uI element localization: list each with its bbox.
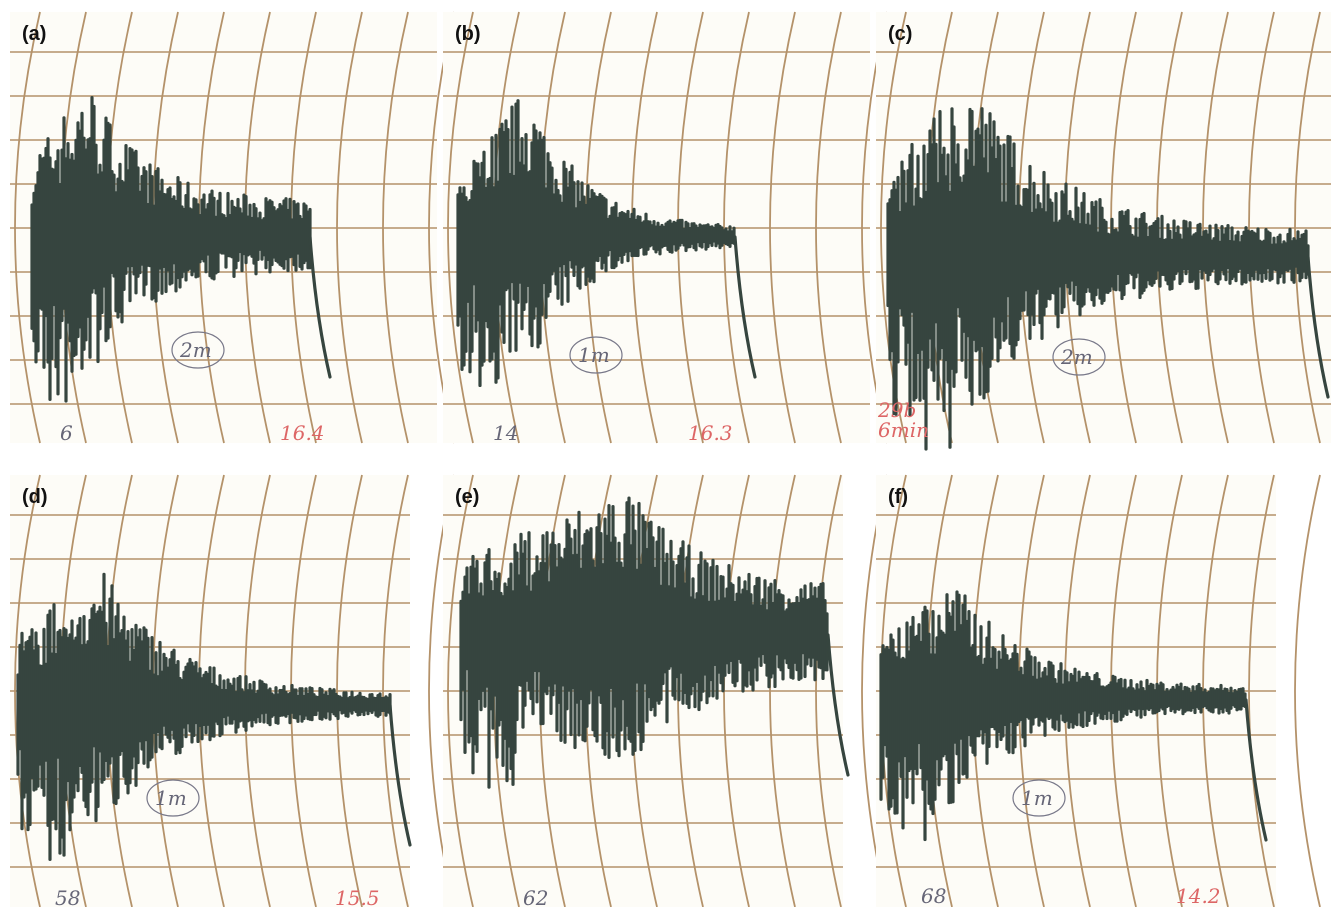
- handwritten-note: 29b: [877, 398, 916, 422]
- grid-arc: [815, 474, 842, 907]
- grid-arc: [1294, 11, 1321, 444]
- panel-label: (e): [455, 486, 479, 508]
- grid-arc: [723, 11, 750, 444]
- handwritten-note: 16.3: [688, 421, 733, 445]
- handwritten-note: 58: [55, 886, 80, 907]
- trace: [459, 496, 850, 789]
- panel-label: (c): [888, 23, 912, 45]
- grid-arc: [861, 11, 888, 444]
- grid-arc: [382, 474, 409, 907]
- chart-panel: (a) 2m 6 16.4: [10, 11, 455, 445]
- handwritten-note: 1m: [155, 786, 187, 810]
- grid-arc: [447, 11, 474, 444]
- note-circle: [569, 336, 623, 374]
- grid-arc: [428, 11, 455, 444]
- note-circle: [171, 331, 225, 369]
- trace-tail: [733, 235, 757, 379]
- grid-arc: [1202, 474, 1229, 907]
- handwritten-note: 1m: [578, 343, 610, 367]
- handwritten-note: 2m: [179, 338, 212, 362]
- grid-arc: [14, 11, 41, 444]
- grid-arc: [14, 474, 41, 907]
- trace-tail: [1306, 255, 1330, 399]
- chart-panel: (e) 62: [443, 474, 888, 907]
- trace: [30, 95, 332, 403]
- trace-tail: [1244, 698, 1268, 842]
- grid-arc: [382, 11, 409, 444]
- handwritten-note: 62: [523, 886, 548, 907]
- grid-arc: [336, 474, 363, 907]
- trace: [456, 99, 757, 388]
- handwritten-note: 2m: [1060, 345, 1093, 369]
- chart-panel: (f) 1m 68 14.2: [876, 474, 1321, 907]
- panel-label: (d): [22, 486, 48, 508]
- grid-arc: [1202, 11, 1229, 444]
- panel-label: (b): [455, 23, 481, 45]
- panel-label: (a): [22, 23, 46, 45]
- trace: [879, 590, 1268, 842]
- grid-arc: [1248, 474, 1275, 907]
- grid-arc: [815, 11, 842, 444]
- handwritten-note: 1m: [1021, 786, 1053, 810]
- handwritten-note: 14: [493, 421, 518, 445]
- grid-arc: [1294, 474, 1321, 907]
- trace: [16, 572, 412, 862]
- grid-arc: [861, 474, 888, 907]
- grid-arc: [336, 11, 363, 444]
- chart-panel: (d) 1m 58 15.5: [10, 474, 455, 907]
- handwritten-note: 6: [60, 421, 73, 445]
- handwritten-note: 15.5: [335, 886, 380, 907]
- grid-arc: [769, 474, 796, 907]
- grid-arc: [1248, 11, 1275, 444]
- trace-tail: [826, 633, 850, 777]
- grid-arc: [769, 11, 796, 444]
- grid-arc: [447, 474, 474, 907]
- handwritten-note: 6min: [878, 418, 929, 442]
- panel-label: (f): [888, 486, 908, 508]
- handwritten-note: 68: [921, 884, 946, 907]
- handwritten-note: 16.4: [280, 421, 325, 445]
- note-circle: [146, 779, 200, 817]
- note-circle: [1012, 779, 1066, 817]
- trace-tail: [388, 703, 412, 847]
- chart-panel: (b) 1m 14 16.3: [443, 11, 888, 445]
- handwritten-note: 14.2: [1176, 884, 1221, 907]
- grid-arc: [428, 474, 455, 907]
- trace: [886, 107, 1330, 451]
- trace-tail: [308, 235, 332, 379]
- note-circle: [1052, 338, 1106, 376]
